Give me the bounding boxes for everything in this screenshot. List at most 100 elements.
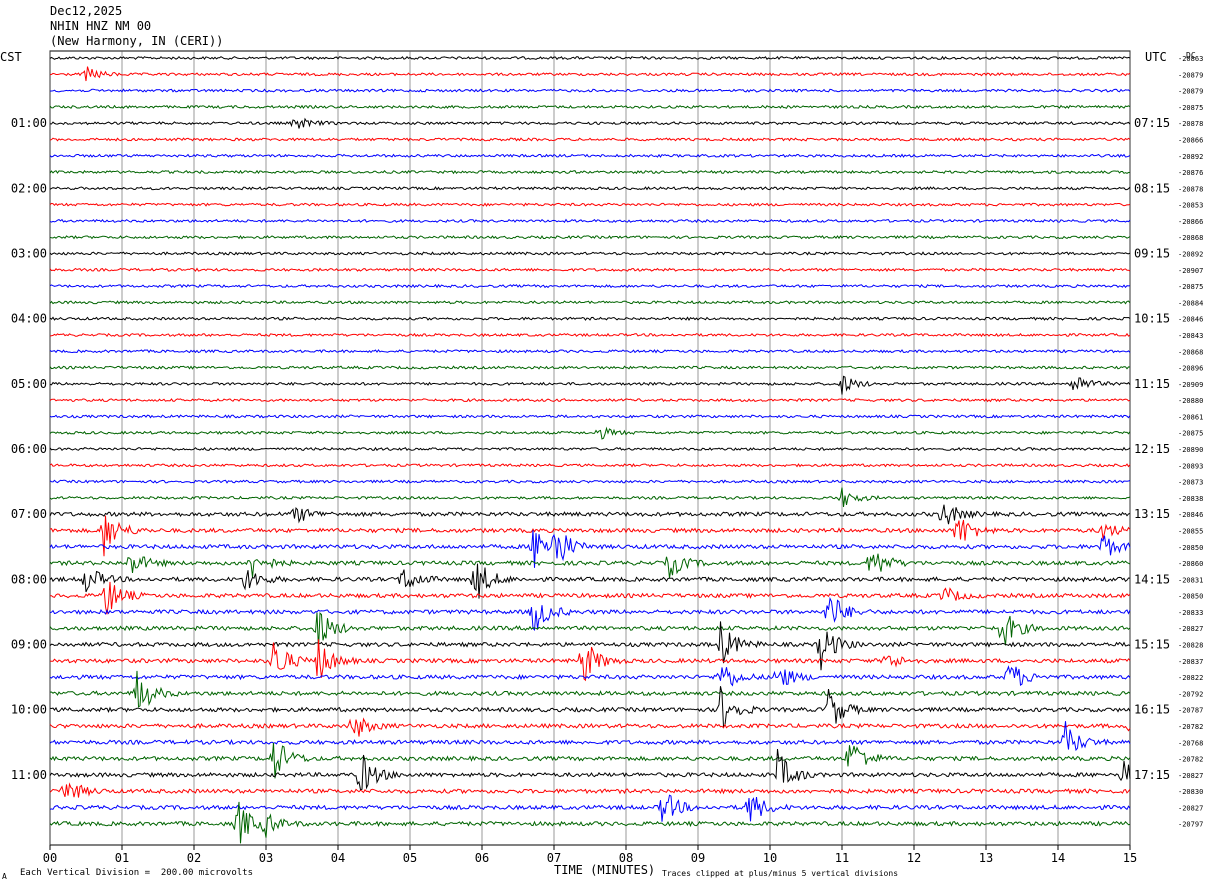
trace-line: [49, 365, 1131, 370]
trace-line: [49, 670, 1131, 708]
cst-time-label: 05:00: [11, 377, 47, 391]
dc-offset-label: -20890: [1178, 446, 1203, 454]
x-tick-label: 05: [403, 851, 417, 865]
trace-line: [49, 426, 1131, 440]
dc-offset-label: -20866: [1178, 218, 1203, 226]
dc-offset-label: -20831: [1178, 576, 1203, 584]
cst-time-label: 11:00: [11, 768, 47, 782]
trace-line: [49, 414, 1131, 419]
trace-line: [49, 66, 1131, 82]
dc-offset-label: -20855: [1178, 527, 1203, 535]
utc-time-label: 09:15: [1134, 247, 1170, 261]
trace-line: [49, 153, 1131, 158]
scale-note: Each Vertical Division = 200.00 microvol…: [20, 868, 253, 878]
trace-line: [49, 218, 1131, 223]
trace-line: [49, 316, 1131, 321]
trace-line: [49, 267, 1131, 273]
trace-line: [49, 202, 1131, 207]
trace-line: [49, 186, 1131, 191]
station-location: (New Harmony, IN (CERI)): [50, 34, 224, 48]
trace-line: [49, 553, 1131, 579]
cst-time-label: 01:00: [11, 116, 47, 130]
trace-line: [49, 515, 1131, 557]
cst-time-label: 02:00: [11, 181, 47, 195]
trace-line: [49, 332, 1131, 338]
trace-line: [49, 169, 1131, 175]
dc-offset-label: -20861: [1178, 413, 1203, 421]
trace-line: [49, 300, 1131, 305]
dc-offset-label: -20868: [1178, 348, 1203, 356]
trace-line: [49, 794, 1131, 822]
x-tick-label: 06: [475, 851, 489, 865]
dc-offset-label: -20782: [1178, 723, 1203, 731]
trace-line: [49, 721, 1131, 752]
trace-line: [49, 563, 1131, 599]
trace-line: [49, 621, 1131, 671]
dc-offset-label: -20875: [1178, 283, 1203, 291]
utc-time-label: 16:15: [1134, 703, 1170, 717]
dc-offset-label: -20837: [1178, 658, 1203, 666]
trace-line: [50, 581, 1131, 615]
clip-note: Traces clipped at plus/minus 5 vertical …: [662, 869, 899, 878]
dc-offset-label: -20843: [1178, 332, 1203, 340]
dc-offset-label: -20782: [1178, 756, 1203, 764]
dc-offset-label: -20827: [1178, 625, 1203, 633]
utc-time-label: 07:15: [1134, 116, 1170, 130]
trace-line: [49, 397, 1131, 403]
dc-offset-label: -20893: [1178, 462, 1203, 470]
trace-line: [49, 639, 1131, 682]
dc-offset-label: -20797: [1178, 821, 1203, 829]
utc-time-label: 13:15: [1134, 507, 1170, 521]
x-tick-label: 03: [259, 851, 273, 865]
trace-line: [49, 55, 1131, 61]
trace-line: [49, 487, 1131, 507]
dc-offset-label: -20827: [1178, 772, 1203, 780]
x-tick-label: 13: [979, 851, 993, 865]
trace-line: [49, 665, 1131, 687]
dc-offset-label: -20828: [1178, 642, 1203, 650]
trace-line: [49, 283, 1131, 289]
dc-offset-label: -20875: [1178, 430, 1203, 438]
chart-date: Dec12,2025: [50, 4, 123, 18]
x-tick-label: 14: [1051, 851, 1065, 865]
dc-offset-label: -20853: [1178, 202, 1203, 210]
dc-offset-label: -20838: [1178, 495, 1203, 503]
trace-line: [49, 88, 1131, 93]
utc-time-label: 08:15: [1134, 181, 1170, 195]
dc-offset-label: -20879: [1178, 88, 1203, 96]
dc-offset-label: -20907: [1178, 267, 1203, 275]
dc-offset-label: -20866: [1178, 136, 1203, 144]
trace-line: [49, 479, 1131, 484]
dc-offset-label: -20879: [1178, 71, 1203, 79]
dc-offset-label: -20846: [1178, 316, 1203, 324]
cst-time-label: 09:00: [11, 638, 47, 652]
dc-offset-label: -20850: [1178, 544, 1203, 552]
utc-time-label: 10:15: [1134, 312, 1170, 326]
trace-line: [49, 446, 1131, 452]
x-tick-label: 11: [835, 851, 849, 865]
dc-offset-label: -20830: [1178, 788, 1203, 796]
trace-line: [49, 801, 1131, 844]
utc-time-label: 15:15: [1134, 638, 1170, 652]
cst-time-label: 06:00: [11, 442, 47, 456]
trace-line: [49, 251, 1131, 256]
cst-time-label: 07:00: [11, 507, 47, 521]
cst-time-label: 04:00: [11, 312, 47, 326]
utc-time-label: 17:15: [1134, 768, 1170, 782]
trace-line: [49, 117, 1131, 129]
right-timezone-label: UTC: [1145, 50, 1167, 64]
station-name: NHIN HNZ NM 00: [50, 19, 152, 33]
x-tick-label: 07: [547, 851, 561, 865]
x-tick-label: 12: [907, 851, 921, 865]
utc-time-label: 12:15: [1134, 442, 1170, 456]
trace-line: [49, 504, 1131, 525]
dc-offset-label: -20884: [1178, 299, 1203, 307]
x-axis-title: TIME (MINUTES): [554, 863, 656, 877]
dc-offset-label: -20892: [1178, 153, 1203, 161]
left-timezone-label: CST: [0, 50, 22, 64]
dc-offset-label: -20880: [1178, 397, 1203, 405]
dc-offset-label: -20878: [1178, 120, 1203, 128]
trace-line: [49, 137, 1131, 142]
trace-line: [49, 596, 1131, 632]
dc-offset-label: -20827: [1178, 804, 1203, 812]
